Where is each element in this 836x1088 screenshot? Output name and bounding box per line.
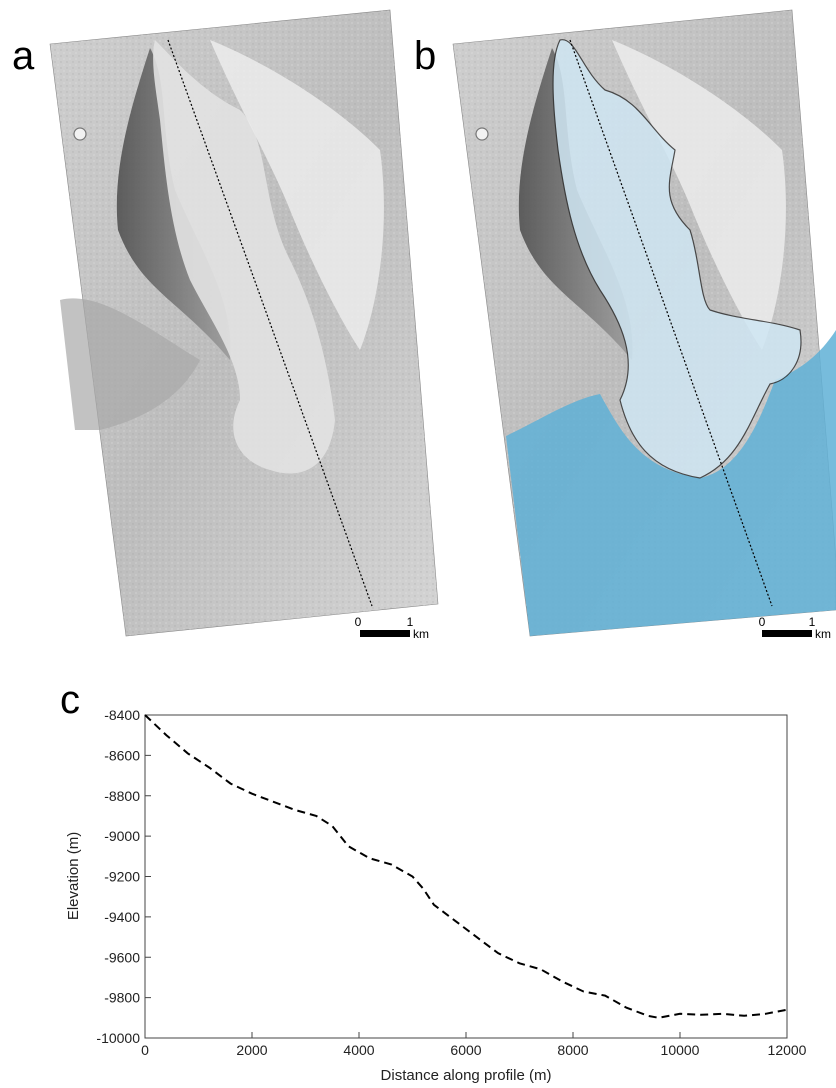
scale-zero-b: 0 [759, 615, 766, 629]
y-tick-label: -9800 [104, 990, 140, 1006]
scale-one-a: 1 [407, 615, 414, 629]
x-tick-label: 8000 [557, 1042, 588, 1058]
scale-zero-a: 0 [355, 615, 362, 629]
scale-unit-b: km [815, 627, 831, 641]
profile-line-a [167, 39, 373, 607]
x-tick-label: 12000 [768, 1042, 807, 1058]
y-axis-title: Elevation (m) [65, 832, 82, 920]
image-panel-a [49, 9, 439, 637]
panel-label-c: c [60, 678, 80, 722]
elevation-profile-chart: 0 2000 4000 6000 8000 10000 12000 -8400-8600-8… [65, 707, 807, 1084]
y-tick-label: -10000 [96, 1030, 140, 1046]
y-tick-label: -8400 [104, 707, 140, 723]
y-tick-label: -9600 [104, 949, 140, 965]
x-tick-label: 10000 [661, 1042, 700, 1058]
x-axis-ticks: 0 2000 4000 6000 8000 10000 12000 [141, 1032, 807, 1058]
panel-label-a: a [12, 34, 35, 78]
x-tick-label: 4000 [343, 1042, 374, 1058]
x-tick-label: 0 [141, 1042, 149, 1058]
glacier-overlay [552, 39, 802, 479]
y-tick-label: -9200 [104, 869, 140, 885]
x-tick-label: 2000 [236, 1042, 267, 1058]
series-points [145, 715, 787, 1018]
scale-bar-a: 0 1 km [355, 615, 429, 641]
profile-line-b [569, 39, 773, 607]
x-tick-label: 6000 [450, 1042, 481, 1058]
x-axis-title: Distance along profile (m) [381, 1067, 552, 1084]
y-tick-label: -9400 [104, 909, 140, 925]
scale-one-b: 1 [809, 615, 816, 629]
y-axis-ticks: -8400 -8600 -8800 -9000 -9200 -9400 -9600 -9800… [96, 707, 151, 1046]
y-tick-label: -8800 [104, 788, 140, 804]
y-tick-label: -9000 [104, 828, 140, 844]
blue-plains-overlay [506, 330, 836, 636]
image-panel-b [452, 9, 836, 637]
plot-frame [144, 714, 788, 1039]
elevation-series-line [144, 714, 788, 1019]
scale-bar-b: 0 1 km [759, 615, 831, 641]
y-tick-label: -8600 [104, 747, 140, 763]
scale-unit-a: km [413, 627, 429, 641]
panel-label-b: b [414, 34, 437, 78]
